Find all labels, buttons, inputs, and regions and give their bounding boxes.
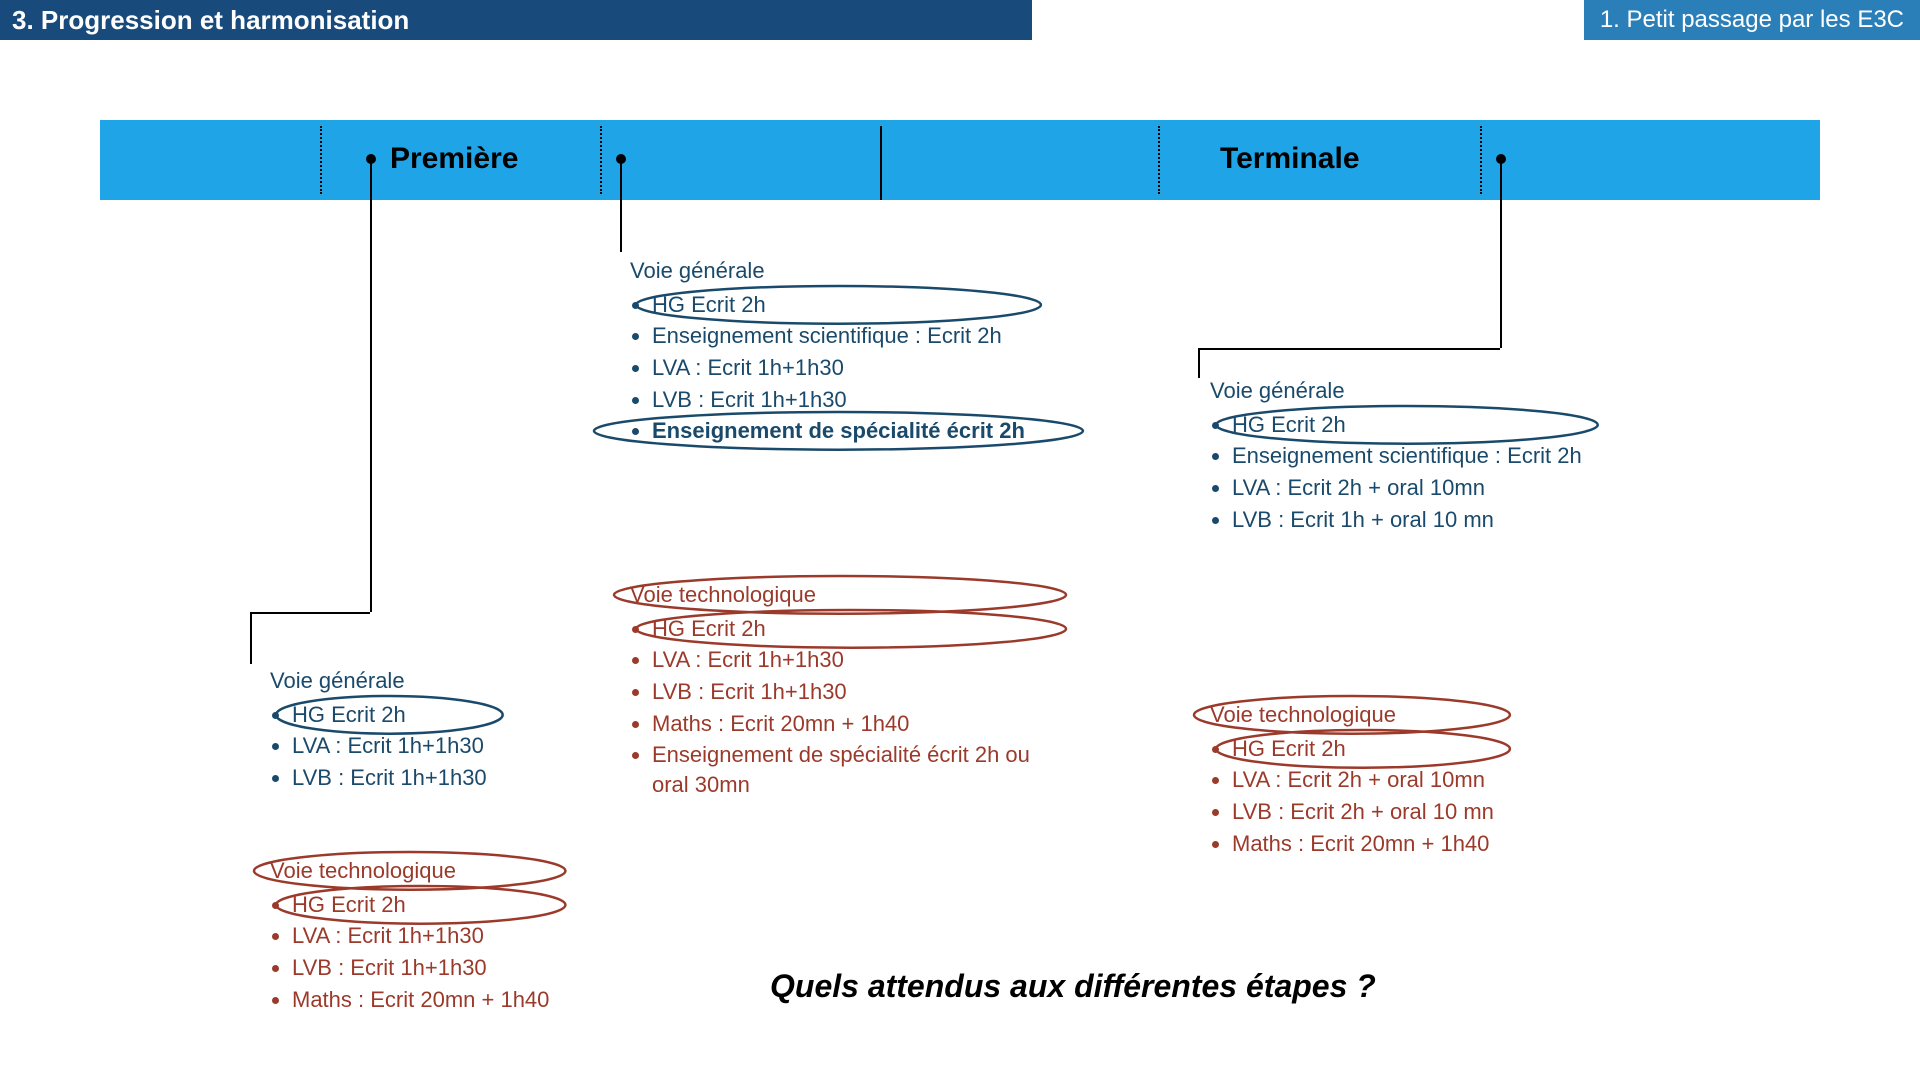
block-title: Voie générale <box>270 666 487 696</box>
list-item: HG Ecrit 2h <box>292 700 487 730</box>
header-left: 3. Progression et harmonisation <box>0 0 1032 40</box>
connector-horz-1 <box>1198 348 1500 350</box>
connector-vert-extra-0 <box>250 612 252 664</box>
list-item: Maths : Ecrit 20mn + 1h40 <box>1232 829 1494 859</box>
block-col2_gen: Voie générale HG Ecrit 2hEnseignement sci… <box>630 256 1025 448</box>
timeline-dotted-0 <box>320 126 322 194</box>
list-item: LVB : Ecrit 2h + oral 10 mn <box>1232 797 1494 827</box>
list-item: LVA : Ecrit 1h+1h30 <box>652 645 1050 675</box>
list-item: HG Ecrit 2h <box>652 290 1025 320</box>
connector-vert-3 <box>1500 158 1502 348</box>
connector-vert-extra-1 <box>1198 348 1200 378</box>
block-col3_gen: Voie générale HG Ecrit 2hEnseignement sci… <box>1210 376 1582 536</box>
list-item: LVB : Ecrit 1h+1h30 <box>292 763 487 793</box>
block-list: HG Ecrit 2hLVA : Ecrit 1h+1h30LVB : Ecri… <box>630 614 1050 800</box>
list-item: HG Ecrit 2h <box>652 614 1050 644</box>
block-title: Voie générale <box>1210 376 1582 406</box>
list-item: Enseignement scientifique : Ecrit 2h <box>1232 441 1582 471</box>
list-item: HG Ecrit 2h <box>1232 734 1494 764</box>
block-list: HG Ecrit 2hEnseignement scientifique : E… <box>1210 410 1582 535</box>
block-col2_tech: Voie technologique HG Ecrit 2hLVA : Ecrit… <box>630 580 1050 802</box>
header-right: 1. Petit passage par les E3C <box>1584 0 1920 40</box>
connector-dot-2 <box>616 154 626 164</box>
connector-vert-2 <box>620 158 622 252</box>
list-item: Maths : Ecrit 20mn + 1h40 <box>292 985 549 1015</box>
list-item: LVB : Ecrit 1h+1h30 <box>292 953 549 983</box>
timeline-dotted-1 <box>600 126 602 194</box>
block-list: HG Ecrit 2hLVA : Ecrit 1h+1h30LVB : Ecri… <box>270 700 487 793</box>
connector-dot-1 <box>366 154 376 164</box>
block-title: Voie technologique <box>630 580 1050 610</box>
list-item: LVA : Ecrit 1h+1h30 <box>292 731 487 761</box>
connector-horz-0 <box>250 612 370 614</box>
timeline-dotted-3 <box>1480 126 1482 194</box>
block-title: Voie technologique <box>270 856 549 886</box>
timeline-bar <box>100 120 1820 200</box>
list-item: Maths : Ecrit 20mn + 1h40 <box>652 709 1050 739</box>
list-item: LVA : Ecrit 1h+1h30 <box>292 921 549 951</box>
list-item: Enseignement scientifique : Ecrit 2h <box>652 321 1025 351</box>
block-title: Voie technologique <box>1210 700 1494 730</box>
list-item: Enseignement de spécialité écrit 2h <box>652 416 1025 446</box>
connector-vert-1 <box>370 158 372 612</box>
list-item: LVA : Ecrit 1h+1h30 <box>652 353 1025 383</box>
list-item: LVB : Ecrit 1h+1h30 <box>652 385 1025 415</box>
list-item: LVB : Ecrit 1h+1h30 <box>652 677 1050 707</box>
list-item: HG Ecrit 2h <box>1232 410 1582 440</box>
timeline-dotted-2 <box>1158 126 1160 194</box>
connector-vert-0 <box>880 126 882 200</box>
footer-question: Quels attendus aux différentes étapes ? <box>770 968 1376 1005</box>
block-list: HG Ecrit 2hLVA : Ecrit 1h+1h30LVB : Ecri… <box>270 890 549 1015</box>
block-list: HG Ecrit 2hEnseignement scientifique : E… <box>630 290 1025 446</box>
connector-dot-3 <box>1496 154 1506 164</box>
list-item: LVB : Ecrit 1h + oral 10 mn <box>1232 505 1582 535</box>
block-col3_tech: Voie technologique HG Ecrit 2hLVA : Ecrit… <box>1210 700 1494 860</box>
block-title: Voie générale <box>630 256 1025 286</box>
list-item: HG Ecrit 2h <box>292 890 549 920</box>
list-item: Enseignement de spécialité écrit 2h ou o… <box>652 740 1050 799</box>
block-col1_tech: Voie technologique HG Ecrit 2hLVA : Ecrit… <box>270 856 549 1016</box>
timeline-label-premiere: Première <box>390 142 518 176</box>
block-col1_gen: Voie générale HG Ecrit 2hLVA : Ecrit 1h+1… <box>270 666 487 795</box>
block-list: HG Ecrit 2hLVA : Ecrit 2h + oral 10mnLVB… <box>1210 734 1494 859</box>
list-item: LVA : Ecrit 2h + oral 10mn <box>1232 765 1494 795</box>
timeline-label-terminale: Terminale <box>1220 142 1360 176</box>
list-item: LVA : Ecrit 2h + oral 10mn <box>1232 473 1582 503</box>
